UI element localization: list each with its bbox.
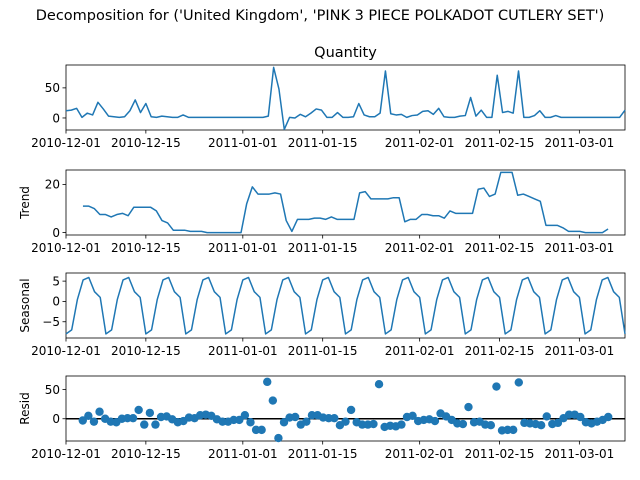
data-point <box>430 416 440 426</box>
data-point <box>408 411 417 421</box>
panel-resid: 0 50 2010-12-01 2010-12-15 2011-01-01 2011-01… <box>18 375 626 461</box>
axes-frame-seasonal <box>65 272 626 339</box>
x-tick-label: 2011-01-01 <box>208 241 278 255</box>
x-tick-label: 2010-12-15 <box>111 447 181 461</box>
x-tick-label: 2011-02-15 <box>465 447 535 461</box>
y-tick-label: 20 <box>45 178 60 192</box>
y-axis-label: Trend <box>18 186 32 220</box>
figure-suptitle: Decomposition for ('United Kingdom', 'PI… <box>36 8 605 24</box>
x-tick-label: 2011-01-01 <box>208 447 278 461</box>
data-point <box>279 418 289 427</box>
data-point <box>576 412 585 422</box>
x-tick-label: 2011-02-15 <box>465 241 535 255</box>
series-line-trend <box>82 171 609 234</box>
data-point <box>458 419 468 429</box>
y-tick-label: 5 <box>52 274 60 288</box>
data-point <box>95 407 104 416</box>
panel-title: Quantity <box>314 45 377 61</box>
data-point <box>330 413 339 423</box>
x-tick-label: 2011-02-01 <box>385 241 455 255</box>
data-point <box>257 425 266 435</box>
x-tick-label: 2010-12-15 <box>111 241 181 255</box>
x-tick-label: 2011-02-01 <box>385 136 455 150</box>
y-axis-label: Seasonal <box>18 278 32 332</box>
panel-observed: 0 50 2010-12-01 2010-12-15 2011-01-01 2011-01… <box>31 45 626 150</box>
y-axis-label: Resid <box>18 392 32 424</box>
x-tick-label: 2010-12-01 <box>31 241 101 255</box>
x-tick-label: 2011-01-15 <box>288 344 358 358</box>
data-point <box>397 420 406 429</box>
y-tick-label: 50 <box>45 81 60 95</box>
data-point <box>536 420 546 430</box>
y-tick-label: 0 <box>52 412 60 426</box>
data-point <box>604 412 613 422</box>
y-tick-label: 0 <box>52 226 60 240</box>
y-tick-label: 50 <box>45 383 60 397</box>
data-point <box>263 377 272 387</box>
x-tick-label: 2011-03-01 <box>544 344 614 358</box>
y-tick-label: 0 <box>52 111 60 125</box>
data-point <box>514 378 523 387</box>
data-point <box>235 415 244 425</box>
data-point <box>268 396 278 405</box>
x-tick-label: 2011-01-01 <box>208 344 278 358</box>
data-point <box>78 416 87 425</box>
x-tick-label: 2010-12-01 <box>31 344 101 358</box>
x-tick-label: 2011-02-01 <box>385 447 455 461</box>
data-point <box>290 412 300 422</box>
data-point <box>464 402 473 412</box>
axes-frame-trend <box>65 169 626 236</box>
data-point <box>486 420 496 430</box>
data-point <box>274 433 283 443</box>
data-point <box>145 408 155 418</box>
x-tick-label: 2011-03-01 <box>544 447 614 461</box>
x-tick-label: 2011-03-01 <box>544 241 614 255</box>
y-tick-label: 0 <box>52 295 60 309</box>
data-point <box>246 418 255 427</box>
x-tick-label: 2011-01-15 <box>288 447 358 461</box>
data-point <box>134 405 143 415</box>
data-point <box>492 382 501 391</box>
data-point <box>374 380 384 389</box>
x-tick-label: 2011-01-15 <box>288 241 358 255</box>
data-point <box>140 420 149 429</box>
data-point <box>341 417 350 426</box>
data-point <box>369 419 378 429</box>
x-tick-label: 2011-02-01 <box>385 344 455 358</box>
data-point <box>509 425 518 435</box>
data-point <box>151 420 160 429</box>
x-tick-label: 2010-12-15 <box>111 344 181 358</box>
y-tick-label: −5 <box>42 315 60 329</box>
data-point <box>553 418 563 428</box>
x-tick-label: 2011-01-15 <box>288 136 358 150</box>
x-tick-label: 2010-12-15 <box>111 136 181 150</box>
data-point <box>346 405 356 415</box>
data-point <box>84 411 93 421</box>
data-point <box>128 413 138 423</box>
x-tick-label: 2011-01-01 <box>208 136 278 150</box>
data-point <box>240 411 250 420</box>
data-point <box>542 412 551 421</box>
x-tick-label: 2011-03-01 <box>544 136 614 150</box>
axes-frame-resid <box>65 375 626 442</box>
panel-seasonal: 5 0 −5 2010-12-01 2010-12-15 2011-01-01 2011-0… <box>18 272 626 358</box>
series-line-seasonal <box>65 276 626 335</box>
x-tick-label: 2011-02-15 <box>465 136 535 150</box>
x-tick-label: 2011-02-15 <box>465 344 535 358</box>
series-line-observed <box>65 66 626 131</box>
x-tick-label: 2010-12-01 <box>31 136 101 150</box>
data-point <box>89 417 99 426</box>
axes-frame-observed <box>65 64 626 131</box>
x-tick-label: 2010-12-01 <box>31 447 101 461</box>
data-point <box>302 417 311 426</box>
panel-trend: 0 20 2010-12-01 2010-12-15 2011-01-01 2011-01… <box>18 169 626 255</box>
